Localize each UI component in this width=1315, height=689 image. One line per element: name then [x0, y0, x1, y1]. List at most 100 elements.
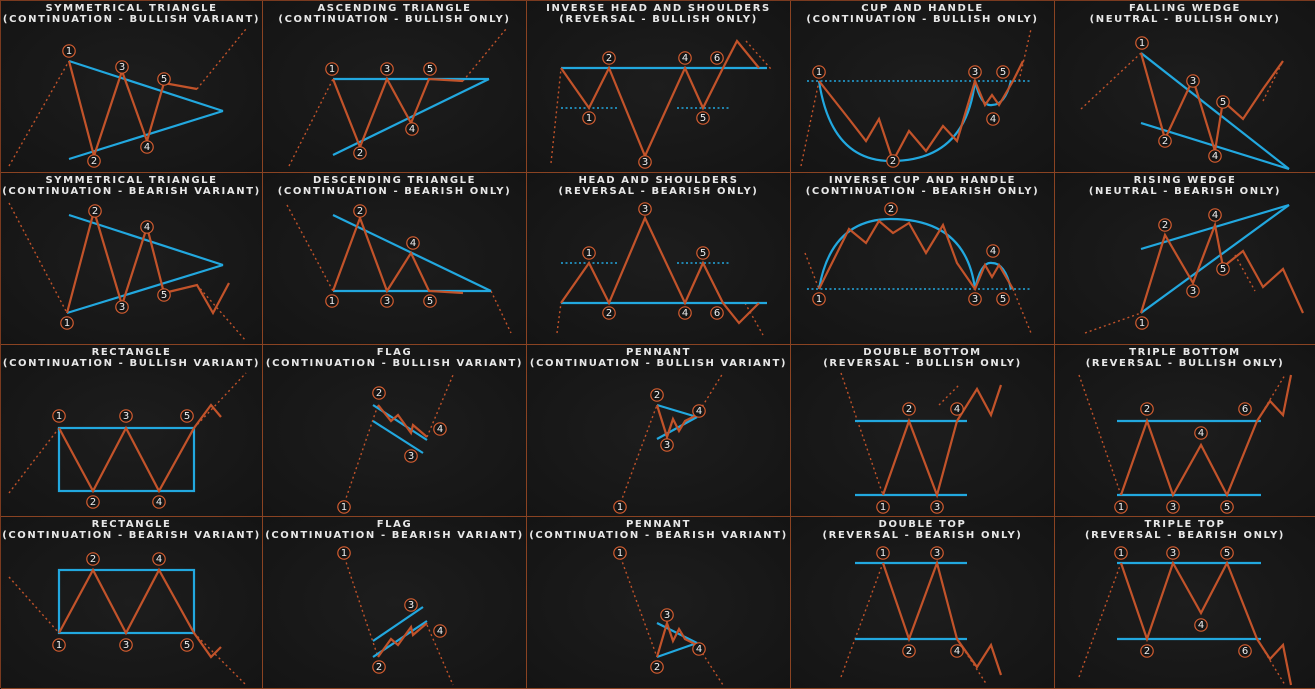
pattern-shapes	[8, 202, 247, 342]
pattern-type: (CONTINUATION - BULLISH VARIANT)	[2, 14, 261, 25]
trend-line	[840, 372, 884, 496]
trend-line	[1078, 374, 1122, 496]
marker-label: 4	[144, 222, 150, 233]
pattern-title: FALLING WEDGE (NEUTRAL - BULLISH ONLY)	[1055, 3, 1315, 25]
point-marker: 3	[660, 438, 674, 452]
marker-label: 2	[888, 204, 894, 215]
pattern-cell: 1 2 3 4 DOUBLE BOTTOM (REVERSAL - BULLISH ONL…	[791, 345, 1055, 517]
point-marker: 1	[1114, 500, 1128, 514]
marker-label: 2	[1144, 404, 1150, 415]
trend-line	[800, 80, 820, 167]
marker-circle	[372, 660, 386, 674]
pattern-type: (CONTINUATION - BULLISH VARIANT)	[2, 358, 261, 369]
point-marker: 2	[88, 204, 102, 218]
marker-circle	[1135, 36, 1149, 50]
marker-label: 4	[696, 644, 702, 655]
point-marker: 1	[52, 409, 66, 423]
pattern-cell: 1 2 3 4 5 INVERSE CUP AND HANDLE (CONTINUATION…	[791, 173, 1055, 345]
point-marker: 2	[372, 660, 386, 674]
pattern-shapes	[804, 217, 1032, 334]
point-marker: 1	[613, 546, 627, 560]
marker-label: 3	[119, 62, 125, 73]
pattern-diagram: 1 2 3 4 5 6	[1078, 546, 1293, 686]
trend-line	[8, 576, 60, 634]
pattern-cell: 1 2 3 4 DOUBLE TOP (REVERSAL - BEARISH ONLY)	[791, 517, 1055, 689]
marker-label: 5	[1220, 97, 1226, 108]
trend-line	[1084, 312, 1142, 334]
marker-label: 5	[1224, 502, 1230, 513]
marker-label: 4	[156, 497, 162, 508]
pattern-name: ASCENDING TRIANGLE	[317, 3, 472, 14]
pattern-cell: 1 2 3 4 5 RECTANGLE (CONTINUATION - BEARISH VA…	[1, 517, 263, 689]
pattern-title: SYMMETRICAL TRIANGLE (CONTINUATION - BULL…	[1, 3, 262, 25]
marker-circle	[1208, 149, 1222, 163]
marker-label: 5	[700, 113, 706, 124]
marker-circle	[1140, 402, 1154, 416]
pattern-title: RISING WEDGE (NEUTRAL - BEARISH ONLY)	[1055, 175, 1315, 197]
pattern-name: TRIPLE TOP	[1144, 519, 1226, 530]
marker-label: 3	[934, 502, 940, 513]
pattern-name: RECTANGLE	[91, 347, 172, 358]
pattern-name: PENNANT	[625, 519, 692, 530]
pattern-name: SYMMETRICAL TRIANGLE	[45, 175, 218, 186]
pattern-title: PENNANT (CONTINUATION - BULLISH VARIANT)	[527, 347, 790, 369]
pattern-type: (CONTINUATION - BEARISH VARIANT)	[2, 530, 261, 541]
pattern-title: PENNANT (CONTINUATION - BEARISH VARIANT)	[527, 519, 790, 541]
point-marker: 1	[1135, 316, 1149, 330]
marker-circle	[582, 246, 596, 260]
marker-label: 5	[1000, 294, 1006, 305]
marker-circle	[52, 409, 66, 423]
marker-circle	[337, 546, 351, 560]
marker-circle	[902, 644, 916, 658]
marker-circle	[52, 638, 66, 652]
pattern-diagram: 1 2 3 4 5	[288, 28, 507, 167]
pattern-name: SYMMETRICAL TRIANGLE	[45, 3, 218, 14]
point-marker: 4	[986, 112, 1000, 126]
pattern-title: INVERSE HEAD AND SHOULDERS (REVERSAL - BU…	[527, 3, 790, 25]
marker-label: 1	[329, 64, 335, 75]
trend-line	[745, 40, 772, 70]
marker-circle	[886, 154, 900, 168]
point-marker: 5	[1216, 95, 1230, 109]
trend-line	[956, 638, 988, 686]
boundary-curve	[973, 261, 1013, 290]
pattern-title: DOUBLE BOTTOM (REVERSAL - BULLISH ONLY)	[791, 347, 1054, 369]
pattern-type: (CONTINUATION - BULLISH ONLY)	[806, 14, 1039, 25]
pattern-diagram: 1 2 3 4 5	[8, 28, 247, 168]
marker-label: 3	[972, 294, 978, 305]
marker-label: 5	[1224, 548, 1230, 559]
marker-circle	[613, 546, 627, 560]
pattern-name: FALLING WEDGE	[1129, 3, 1241, 14]
pattern-shapes	[840, 372, 1003, 499]
point-marker: 4	[692, 642, 706, 656]
trend-line	[556, 302, 562, 334]
boundary-line	[68, 59, 224, 113]
marker-label: 1	[1118, 548, 1124, 559]
marker-circle	[140, 220, 154, 234]
marker-circle	[353, 146, 367, 160]
point-marker: 3	[119, 409, 133, 423]
marker-circle	[88, 204, 102, 218]
marker-label: 4	[1198, 620, 1204, 631]
marker-circle	[405, 122, 419, 136]
marker-circle	[1238, 402, 1252, 416]
pattern-type: (CONTINUATION - BEARISH ONLY)	[805, 186, 1040, 197]
trend-line	[804, 252, 820, 290]
pattern-shapes	[342, 552, 454, 686]
pattern-shapes	[1084, 203, 1305, 334]
marker-label: 5	[161, 290, 167, 301]
point-marker: 2	[650, 388, 664, 402]
pattern-name: FLAG	[376, 347, 413, 358]
marker-circle	[404, 598, 418, 612]
point-marker: 3	[930, 546, 944, 560]
point-marker: 3	[638, 155, 652, 169]
point-marker: 3	[115, 60, 129, 74]
marker-circle	[380, 294, 394, 308]
point-marker: 3	[115, 300, 129, 314]
pattern-diagram: 1 2 3 4 5	[804, 202, 1032, 334]
point-marker: 2	[1140, 402, 1154, 416]
marker-circle	[86, 552, 100, 566]
trend-line	[286, 204, 334, 292]
marker-circle	[372, 386, 386, 400]
point-marker: 5	[423, 294, 437, 308]
